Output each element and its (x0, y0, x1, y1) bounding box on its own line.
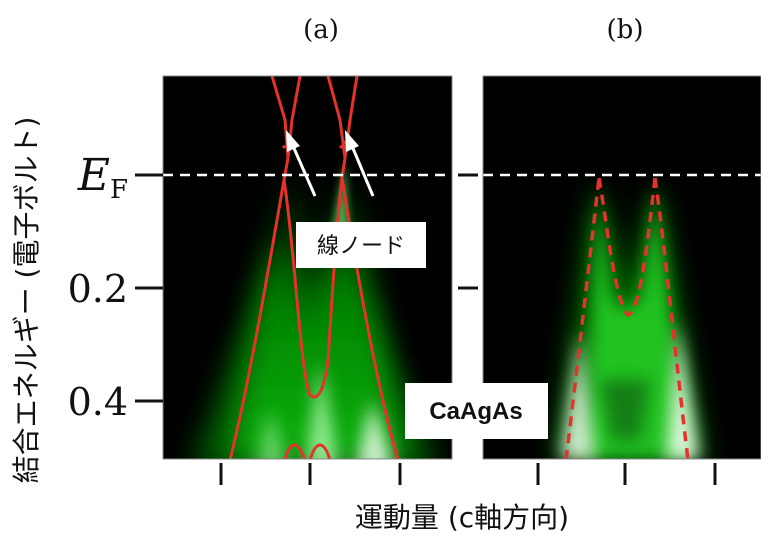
y-tick-label-0.4: 0.4 (68, 380, 128, 424)
panel-b-band-lines (564, 177, 690, 459)
panel-a-label: (a) (303, 15, 339, 45)
material-box (405, 383, 548, 439)
y-axis-title: 結合エネルギー (電子ボルト) (10, 117, 43, 484)
x-ticks (219, 463, 717, 485)
arrow-right-head (345, 130, 359, 152)
panel-a-arrows (286, 130, 375, 197)
material-label: CaAgAs (429, 398, 522, 425)
panel-b-label: (b) (607, 15, 644, 45)
material-annotation: CaAgAs (405, 383, 548, 439)
x-axis-title: 運動量 (c軸方向) (355, 501, 569, 534)
panel-b (482, 75, 761, 460)
line-node-box (296, 222, 426, 268)
line-node-annotation: 線ノード (296, 222, 426, 268)
arrow-left-head (286, 130, 300, 152)
y-tick-label-0.2: 0.2 (68, 267, 128, 311)
ef-tick-label: EF (77, 150, 128, 205)
line-node-label: 線ノード (317, 234, 405, 259)
panel-a-frame (162, 75, 453, 460)
arrow-left-shaft (291, 145, 317, 197)
arrow-right-shaft (350, 145, 375, 197)
panel-b-frame (482, 75, 761, 460)
